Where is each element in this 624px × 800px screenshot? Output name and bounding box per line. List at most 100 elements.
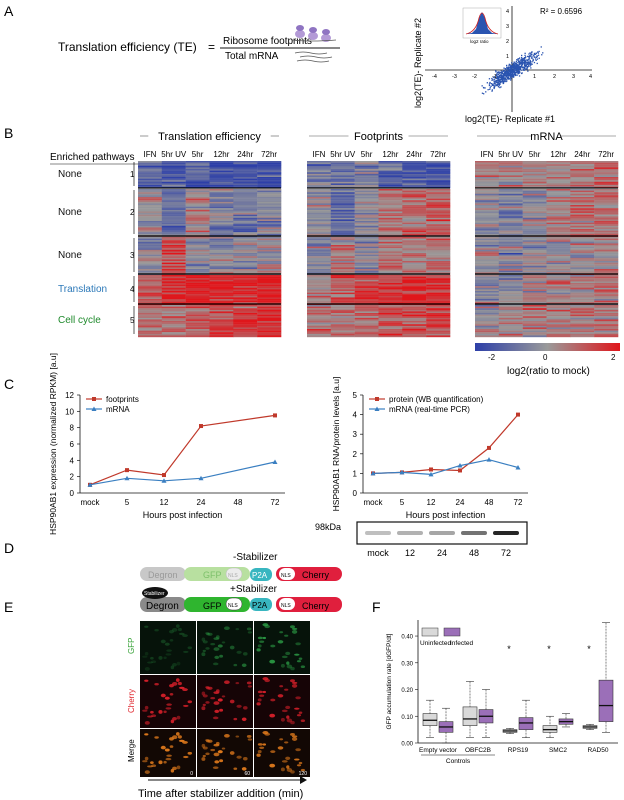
heatmap-cell	[498, 248, 523, 250]
heatmap-cell	[594, 189, 619, 191]
heatmap-cell	[378, 311, 403, 314]
heatmap-cell	[522, 327, 547, 330]
heatmap-cell	[257, 289, 282, 292]
cell-nucleus	[206, 633, 211, 636]
heatmap-cell	[546, 211, 571, 214]
heatmap-cell	[546, 262, 571, 265]
cell-nucleus	[144, 705, 149, 710]
heatmap-cell	[378, 189, 403, 191]
heatmap-cell	[475, 265, 500, 268]
scatter-point	[518, 72, 521, 74]
heatmap-cell	[185, 286, 210, 288]
cell-nucleus	[147, 661, 153, 664]
heatmap-cell	[330, 270, 355, 273]
significance-star: *	[547, 644, 551, 654]
heatmap-cell	[233, 233, 258, 236]
scatter-point	[519, 61, 521, 63]
heatmap-cell	[475, 201, 500, 204]
heatmap-cell	[233, 283, 258, 285]
heatmap-cell	[546, 206, 571, 209]
scatter-point	[496, 83, 499, 85]
scatter-point	[504, 75, 506, 77]
cell-nucleus	[217, 698, 223, 702]
cell-nucleus	[201, 757, 206, 761]
scatter-point	[500, 86, 502, 88]
time-stamp: 60	[244, 771, 250, 777]
scatter-point	[497, 79, 500, 81]
construct-plus: Stabilizer Degron GFP NLS P2A NLS Cherry	[140, 587, 342, 612]
cell-nucleus	[201, 706, 206, 711]
heatmap-cell	[475, 197, 500, 199]
heatmap-cell	[475, 309, 500, 312]
scatter-point	[512, 73, 514, 75]
heatmap-cell	[522, 232, 547, 234]
heatmap-cell	[546, 254, 571, 257]
heatmap-cell	[257, 299, 282, 301]
scatter-point	[512, 67, 514, 69]
heatmap-cell	[138, 165, 163, 168]
cell-nucleus	[158, 709, 163, 714]
heatmap-cell	[257, 169, 282, 171]
svg-text:GFP: GFP	[203, 570, 222, 580]
cherry-nls	[279, 568, 295, 580]
heatmap-cell	[330, 203, 355, 206]
heatmap-cell	[354, 225, 379, 228]
heatmap-cell	[307, 251, 332, 254]
heatmap-cell	[138, 317, 163, 320]
cell-nucleus	[257, 743, 263, 746]
cell-nucleus	[213, 752, 220, 757]
heatmap-cell	[185, 189, 210, 191]
heatmap-cell	[185, 245, 210, 247]
heatmap-cell	[185, 246, 210, 249]
svg-text:-1: -1	[492, 74, 497, 80]
scatter-point	[516, 63, 518, 65]
degron-off	[140, 567, 186, 581]
scatter-point	[503, 75, 505, 77]
heatmap-cell	[138, 203, 163, 206]
heatmap-cell	[546, 289, 571, 292]
heatmap-cell	[354, 286, 379, 288]
heatmap-cell	[233, 272, 258, 274]
heatmap-cell	[354, 302, 379, 304]
heatmap-cell	[209, 222, 234, 225]
heatmap-cell	[161, 192, 186, 194]
heatmap-cell	[378, 257, 403, 260]
heatmap-cell	[138, 286, 163, 288]
heatmap-cell	[570, 303, 595, 306]
heatmap-cell	[257, 275, 282, 277]
heatmap-cell	[233, 180, 258, 182]
heatmap-cell	[330, 162, 355, 165]
heatmap-cell	[307, 309, 332, 312]
heatmap-cell	[402, 243, 427, 246]
heatmap-cell	[570, 311, 595, 314]
heatmap-cell	[546, 175, 571, 178]
heatmap-cell	[161, 316, 186, 318]
cell-nucleus	[269, 713, 276, 718]
heatmap-cell	[498, 264, 523, 266]
scatter-point	[516, 61, 518, 64]
svg-text:2: 2	[553, 74, 556, 80]
y-tick-label: 0.30	[401, 661, 413, 667]
heatmap-cell	[138, 325, 163, 328]
heatmap-cell	[307, 249, 332, 252]
series-marker	[487, 445, 491, 450]
heatmap-cell	[402, 238, 427, 241]
heatmap-cell	[354, 221, 379, 223]
heatmap-cell	[185, 177, 210, 179]
scatter-point	[502, 70, 505, 72]
heatmap-cell	[594, 219, 619, 222]
heatmap-cell	[330, 299, 355, 301]
cell-nucleus	[298, 711, 303, 714]
heatmap-cell	[354, 164, 379, 166]
heatmap-cell	[257, 198, 282, 201]
scatter-point	[516, 67, 519, 69]
heatmap-cell	[257, 209, 282, 212]
heatmap-cell	[354, 195, 379, 198]
heatmap-cell	[546, 240, 571, 242]
scatter-point	[527, 59, 529, 61]
heatmap-cell	[522, 200, 547, 202]
heatmap-cell	[307, 197, 332, 199]
scatter-point	[542, 52, 544, 54]
scatter-point	[508, 74, 510, 76]
heatmap-cell	[307, 181, 332, 184]
